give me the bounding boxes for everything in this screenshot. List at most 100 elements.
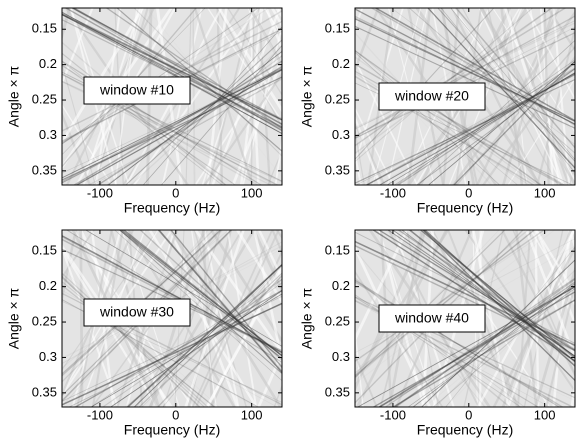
streak <box>107 50 282 185</box>
streak <box>426 8 575 169</box>
streak <box>133 8 259 185</box>
streak <box>355 74 575 185</box>
plot-frame <box>354 7 576 186</box>
streak <box>162 230 222 407</box>
streak <box>62 13 282 121</box>
y-axis-label: Angle × π <box>6 287 22 349</box>
streak <box>116 8 282 153</box>
streak <box>62 292 282 406</box>
streak <box>62 302 282 406</box>
streak <box>386 72 575 185</box>
streak <box>355 324 364 407</box>
streak <box>192 8 196 185</box>
streak <box>481 8 575 177</box>
streak <box>377 230 575 352</box>
streak <box>73 60 282 185</box>
streak <box>159 230 282 371</box>
streak <box>203 230 240 407</box>
streak <box>355 8 404 167</box>
streak <box>62 60 263 185</box>
streak <box>62 230 224 407</box>
streak <box>472 230 510 407</box>
y-tick-label: 0.25 <box>32 313 57 328</box>
streak <box>193 8 254 185</box>
streak <box>73 8 282 126</box>
annotation: window #10 <box>99 82 174 98</box>
streak <box>62 238 282 354</box>
streak <box>156 274 282 407</box>
streak <box>394 63 575 185</box>
y-tick-label: 0.3 <box>332 127 350 142</box>
streak <box>407 288 575 407</box>
streak <box>355 17 575 123</box>
streak <box>62 20 282 132</box>
streak <box>62 30 282 142</box>
streak <box>434 269 575 407</box>
streak <box>206 262 282 407</box>
streak <box>452 10 575 185</box>
streak <box>355 120 386 185</box>
streak <box>62 62 96 185</box>
streak <box>124 39 282 185</box>
plot-frame <box>61 229 283 408</box>
streak <box>62 73 279 185</box>
streak <box>461 8 559 185</box>
streak <box>62 65 275 185</box>
streak <box>106 54 282 185</box>
streak <box>90 278 282 407</box>
streak <box>133 263 282 407</box>
streak <box>355 107 394 185</box>
streak <box>72 8 282 126</box>
streak <box>355 230 409 343</box>
streak <box>62 17 282 122</box>
streak <box>455 8 575 149</box>
y-axis-label: Angle × π <box>6 65 22 127</box>
streak <box>391 230 575 357</box>
streak <box>265 8 282 53</box>
x-tick-label: 0 <box>465 185 472 200</box>
streak <box>62 8 270 145</box>
streak <box>479 8 575 185</box>
streak <box>87 78 282 185</box>
streak <box>445 246 575 407</box>
streak <box>365 67 575 185</box>
streak <box>535 230 575 296</box>
streak <box>62 18 282 130</box>
streak <box>440 8 575 174</box>
streak <box>420 259 575 407</box>
plot-frame <box>354 229 576 408</box>
y-tick-label: 0.2 <box>332 278 350 293</box>
streak <box>62 73 260 185</box>
streak <box>536 23 575 185</box>
x-tick-label: -100 <box>380 407 406 422</box>
streak <box>74 289 282 407</box>
streak <box>62 14 282 134</box>
streak <box>210 230 282 344</box>
streak <box>395 59 575 185</box>
streak <box>525 230 575 362</box>
streak <box>356 286 575 407</box>
streak <box>530 230 575 307</box>
streak <box>62 230 233 402</box>
streak <box>227 8 282 97</box>
streak <box>236 230 282 305</box>
y-tick-label: 0.2 <box>39 56 57 71</box>
streak <box>194 230 282 356</box>
streak <box>252 230 282 294</box>
streak <box>427 8 575 169</box>
streak <box>62 277 206 407</box>
y-tick-label: 0.2 <box>332 56 350 71</box>
streak <box>417 39 575 185</box>
streak <box>62 284 216 407</box>
streak <box>374 8 575 122</box>
streak <box>355 8 380 74</box>
annotation: window #40 <box>394 310 469 326</box>
streak <box>422 230 575 360</box>
streak <box>120 230 282 357</box>
streak <box>384 230 575 366</box>
streak <box>62 295 282 402</box>
streak <box>450 8 575 161</box>
streak <box>62 230 215 383</box>
streak <box>110 290 282 407</box>
